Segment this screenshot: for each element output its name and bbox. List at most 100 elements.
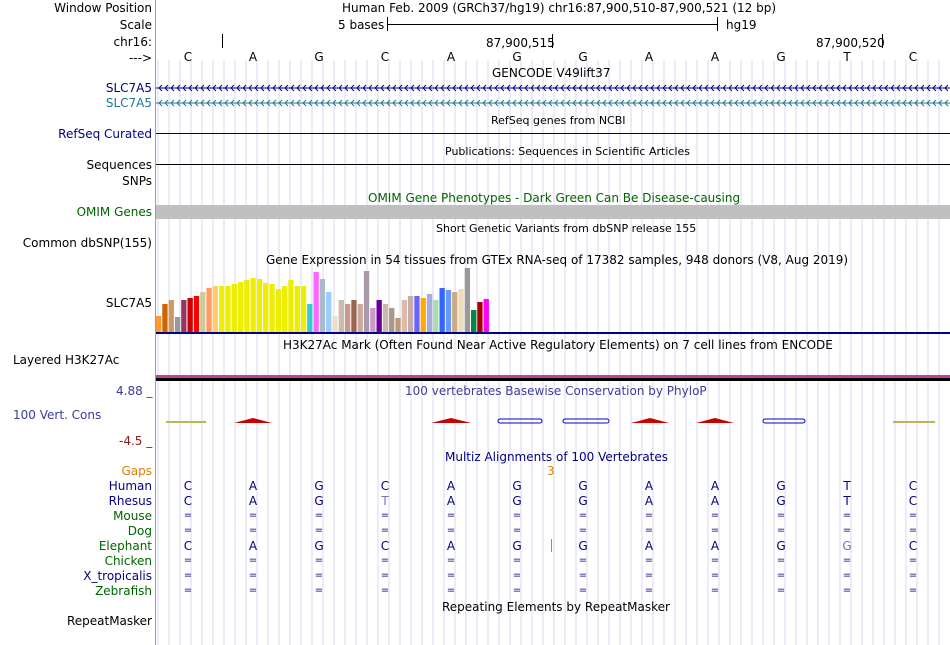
gtex-tissue-bar[interactable] bbox=[477, 302, 483, 332]
strand-arrow bbox=[188, 84, 193, 92]
gencode-transcript-2[interactable] bbox=[156, 98, 950, 108]
gtex-tissue-bar[interactable] bbox=[345, 304, 351, 332]
gtex-tissue-bar[interactable] bbox=[174, 317, 181, 332]
gtex-tissue-bar[interactable] bbox=[231, 284, 237, 332]
phylop-score-glyph[interactable] bbox=[696, 418, 734, 423]
gtex-tissue-bar[interactable] bbox=[382, 304, 389, 332]
phylop-score-glyph[interactable] bbox=[234, 418, 272, 423]
gtex-tissue-bar[interactable] bbox=[351, 300, 357, 332]
dbsnp-track-label[interactable]: Common dbSNP(155) bbox=[22, 236, 152, 250]
gtex-tissue-bar[interactable] bbox=[408, 296, 414, 332]
gtex-tissue-bar[interactable] bbox=[313, 272, 319, 332]
gtex-tissue-bar[interactable] bbox=[219, 286, 225, 332]
gtex-tissue-bar[interactable] bbox=[275, 289, 281, 332]
gtex-tissue-bar[interactable] bbox=[263, 283, 269, 332]
gtex-tissue-bar[interactable] bbox=[156, 316, 162, 332]
gtex-tissue-bar[interactable] bbox=[168, 300, 174, 332]
gtex-tissue-bar[interactable] bbox=[433, 300, 439, 332]
species-label[interactable]: X_tropicalis bbox=[83, 569, 152, 583]
strand-arrow bbox=[488, 99, 493, 107]
gtex-tissue-bar[interactable] bbox=[363, 271, 370, 332]
gtex-tissue-bar[interactable] bbox=[414, 296, 420, 332]
gtex-tissue-bar[interactable] bbox=[237, 282, 244, 332]
species-label[interactable]: Zebrafish bbox=[95, 584, 152, 598]
gtex-track-label[interactable]: SLC7A5 bbox=[105, 296, 152, 310]
gencode-transcript-1[interactable] bbox=[156, 83, 950, 93]
gtex-tissue-bar[interactable] bbox=[357, 304, 363, 332]
phylop-score-glyph[interactable] bbox=[431, 418, 471, 423]
gtex-tissue-bar[interactable] bbox=[181, 300, 187, 332]
h3k27ac-track-label[interactable]: Layered H3K27Ac bbox=[13, 353, 120, 367]
phylop-track-label[interactable]: 100 Vert. Cons bbox=[13, 408, 102, 422]
strand-arrow bbox=[800, 84, 805, 92]
species-label[interactable]: Elephant bbox=[98, 539, 152, 553]
gtex-tissue-bar[interactable] bbox=[269, 284, 275, 332]
gtex-tissue-bar[interactable] bbox=[288, 280, 294, 332]
gaps-track-label[interactable]: Gaps bbox=[121, 464, 152, 478]
h3k27ac-signal[interactable] bbox=[156, 375, 950, 378]
gtex-tissue-bar[interactable] bbox=[225, 286, 231, 332]
publications-line[interactable] bbox=[156, 164, 950, 165]
species-label[interactable]: Dog bbox=[127, 524, 152, 538]
gtex-tissue-bar[interactable] bbox=[326, 292, 332, 332]
species-label[interactable]: Human bbox=[108, 479, 152, 493]
gtex-tissue-bar[interactable] bbox=[420, 298, 426, 332]
phylop-score-glyph[interactable] bbox=[562, 418, 610, 424]
gtex-tissue-bar[interactable] bbox=[300, 286, 307, 332]
gtex-tissue-bar[interactable] bbox=[200, 292, 206, 332]
gtex-tissue-bar[interactable] bbox=[452, 292, 458, 332]
species-label[interactable]: Mouse bbox=[113, 509, 152, 523]
gtex-tissue-bar[interactable] bbox=[338, 300, 344, 332]
gtex-tissue-bar[interactable] bbox=[471, 310, 477, 332]
gtex-tissue-bar[interactable] bbox=[294, 286, 300, 332]
gtex-tissue-bar[interactable] bbox=[332, 316, 338, 332]
strand-arrow bbox=[818, 99, 823, 107]
gtex-tissue-bar[interactable] bbox=[483, 299, 489, 332]
repeatmasker-track-label[interactable]: RepeatMasker bbox=[66, 614, 152, 628]
refseq-gene-line[interactable] bbox=[156, 133, 950, 134]
gtex-tissue-bar[interactable] bbox=[376, 300, 382, 332]
gtex-tissue-bar[interactable] bbox=[282, 286, 288, 332]
gencode-track-label-2[interactable]: SLC7A5 bbox=[105, 96, 152, 110]
phylop-conservation-plot[interactable] bbox=[156, 408, 950, 438]
gtex-tissue-bar[interactable] bbox=[319, 279, 326, 332]
species-label[interactable]: Rhesus bbox=[108, 494, 152, 508]
strand-arrow bbox=[170, 99, 175, 107]
gtex-tissue-bar[interactable] bbox=[244, 280, 250, 332]
gtex-tissue-bar[interactable] bbox=[162, 304, 168, 332]
phylop-score-glyph[interactable] bbox=[762, 418, 806, 424]
species-base: = bbox=[248, 570, 258, 581]
omim-track-label[interactable]: OMIM Genes bbox=[76, 205, 152, 219]
gtex-tissue-bar[interactable] bbox=[401, 300, 407, 332]
refseq-track-label[interactable]: RefSeq Curated bbox=[58, 127, 152, 141]
gtex-tissue-bar[interactable] bbox=[256, 279, 263, 332]
snps-track-label[interactable]: SNPs bbox=[122, 174, 152, 188]
gtex-tissue-bar[interactable] bbox=[370, 308, 376, 332]
gtex-tissue-bar[interactable] bbox=[395, 318, 401, 332]
publications-track-label[interactable]: Sequences bbox=[86, 158, 152, 172]
strand-arrow bbox=[248, 99, 253, 107]
gtex-tissue-bar[interactable] bbox=[212, 286, 218, 332]
strand-arrow bbox=[452, 99, 457, 107]
gtex-tissue-bar[interactable] bbox=[307, 304, 313, 332]
phylop-score-glyph[interactable] bbox=[893, 421, 935, 423]
strand-arrow bbox=[212, 99, 217, 107]
gtex-tissue-bar[interactable] bbox=[206, 288, 212, 332]
gtex-tissue-bar[interactable] bbox=[389, 308, 395, 332]
gtex-expression-chart[interactable] bbox=[156, 267, 556, 333]
gtex-tissue-bar[interactable] bbox=[458, 289, 464, 332]
phylop-score-glyph[interactable] bbox=[497, 418, 543, 424]
gtex-tissue-bar[interactable] bbox=[439, 288, 445, 332]
gtex-tissue-bar[interactable] bbox=[193, 296, 200, 332]
omim-bar[interactable] bbox=[156, 205, 950, 219]
gtex-tissue-bar[interactable] bbox=[445, 290, 452, 332]
gtex-tissue-bar[interactable] bbox=[187, 298, 193, 332]
gtex-tissue-bar[interactable] bbox=[426, 294, 433, 332]
gtex-tissue-bar[interactable] bbox=[250, 278, 256, 332]
gtex-tissue-bar[interactable] bbox=[464, 268, 470, 332]
phylop-score-glyph[interactable] bbox=[631, 418, 669, 423]
species-label[interactable]: Chicken bbox=[104, 554, 152, 568]
gencode-track-label-1[interactable]: SLC7A5 bbox=[105, 81, 152, 95]
phylop-score-glyph[interactable] bbox=[166, 421, 206, 423]
